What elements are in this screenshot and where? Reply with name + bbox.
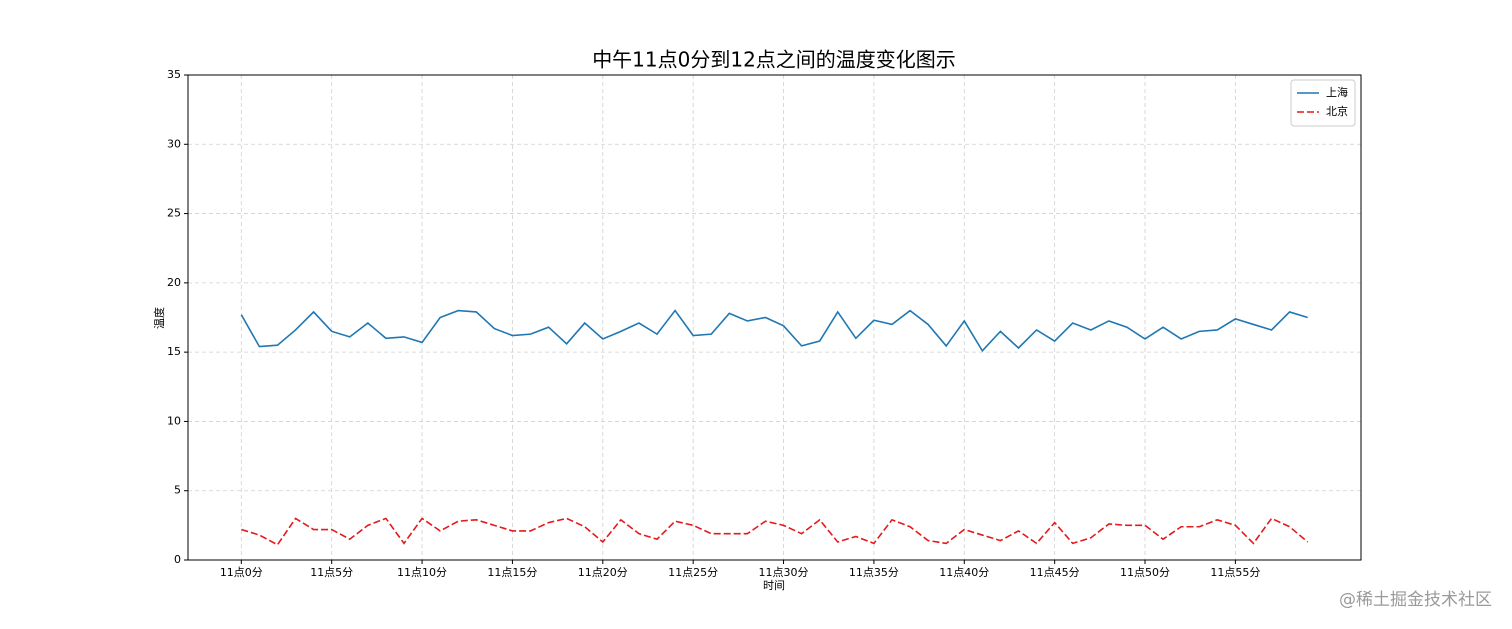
y-tick-label: 10 xyxy=(167,414,181,427)
x-tick-label: 11点20分 xyxy=(578,566,628,579)
y-tick-label: 15 xyxy=(167,345,181,358)
x-axis-label: 时间 xyxy=(763,579,785,592)
legend-label: 北京 xyxy=(1326,104,1348,118)
y-tick-label: 30 xyxy=(167,137,181,150)
watermark: @稀土掘金技术社区 xyxy=(1339,590,1492,610)
x-tick-label: 11点15分 xyxy=(487,566,537,579)
y-tick-label: 25 xyxy=(167,207,181,220)
x-tick-label: 11点40分 xyxy=(939,566,989,579)
x-tick-label: 11点0分 xyxy=(220,566,263,579)
line-series xyxy=(240,309,1308,353)
y-tick-label: 0 xyxy=(174,553,181,566)
chart-title: 中午11点0分到12点之间的温度变化图示 xyxy=(592,48,956,72)
plot-frame xyxy=(187,74,1362,561)
x-tick-label: 11点25分 xyxy=(668,566,718,579)
x-tick-label: 11点10分 xyxy=(397,566,447,579)
x-tick-label: 11点35分 xyxy=(849,566,899,579)
y-tick-label: 20 xyxy=(167,276,181,289)
legend-box xyxy=(1290,79,1356,127)
x-tick-label: 11点5分 xyxy=(310,566,353,579)
y-tick-label: 35 xyxy=(167,68,181,81)
x-tick-label: 11点45分 xyxy=(1030,566,1080,579)
x-tick-label: 11点30分 xyxy=(759,566,809,579)
y-tick-label: 5 xyxy=(174,484,181,497)
line-series xyxy=(241,517,1309,546)
y-axis-label: 温度 xyxy=(152,307,166,329)
legend-label: 上海 xyxy=(1326,85,1348,99)
x-tick-label: 11点55分 xyxy=(1210,566,1260,579)
x-tick-label: 11点50分 xyxy=(1120,566,1170,579)
